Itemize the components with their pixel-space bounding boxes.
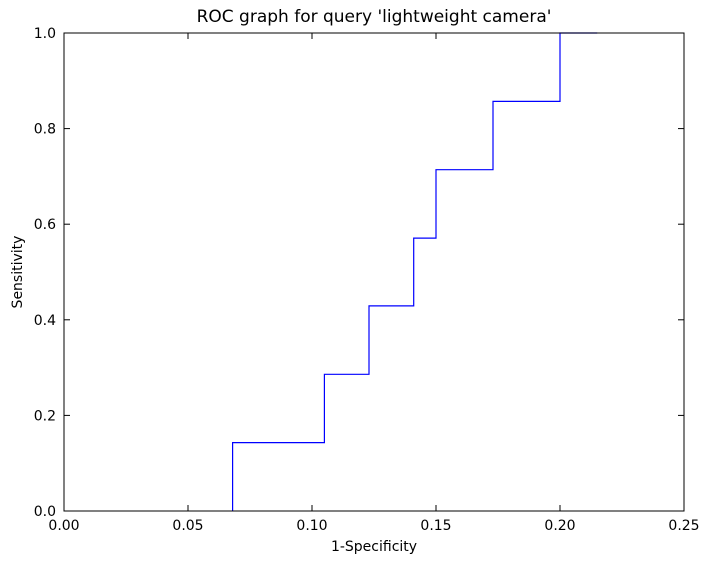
y-tick-label: 0.0 [34,504,56,520]
series-layer [232,32,598,511]
x-axis-label: 1-Specificity [331,539,417,555]
x-tick-label: 0.05 [172,518,203,534]
x-tick-label: 0.20 [544,518,575,534]
x-tick-label: 0.00 [48,518,79,534]
x-tick-label: 0.15 [420,518,451,534]
y-tick-label: 0.6 [34,217,56,233]
y-tick-label: 1.0 [34,26,56,42]
axes: 0.00 0.05 0.10 0.15 0.20 0.25 0.0 0.2 0.4 0.6 0.8 1… [34,26,700,534]
y-axis-label: Sensitivity [10,236,26,309]
plot-frame [63,32,685,512]
x-tick-label: 0.25 [668,518,699,534]
chart-title: ROC graph for query 'lightweight camera' [197,7,552,27]
y-tick-label: 0.8 [34,122,56,138]
roc-curve [232,32,598,511]
y-tick-label: 0.2 [34,408,56,424]
x-tick-label: 0.10 [296,518,327,534]
y-tick-label: 0.4 [34,313,56,329]
